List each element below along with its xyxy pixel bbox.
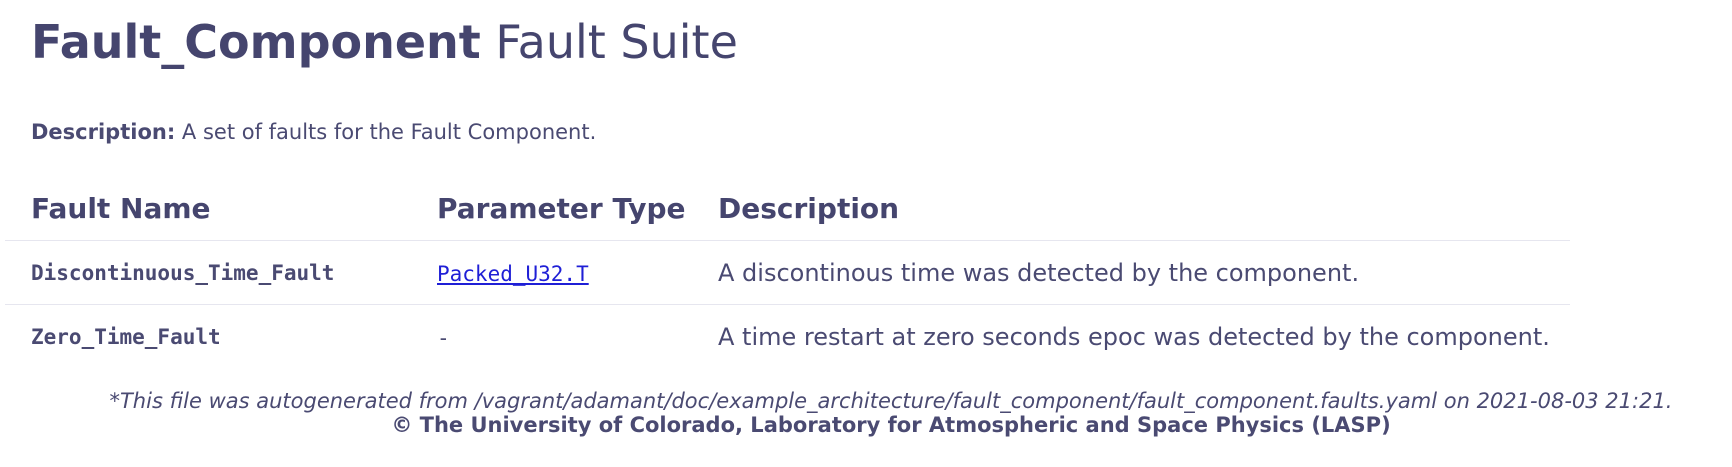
autogenerated-note: *This file was autogenerated from /vagra…	[109, 389, 1673, 413]
copyright-notice: © The University of Colorado, Laboratory…	[391, 413, 1391, 437]
column-header-description: Description	[692, 176, 1570, 241]
page-title-component: Fault_Component	[31, 15, 481, 69]
header-row: Fault Name Parameter Type Description	[5, 176, 1570, 241]
description-text: A set of faults for the Fault Component.	[181, 120, 597, 144]
column-header-parameter-type: Parameter Type	[411, 176, 692, 241]
page-title-suffix: Fault Suite	[495, 15, 738, 69]
faults-table-body: Discontinuous_Time_Fault Packed_U32.T A …	[5, 240, 1570, 369]
table-row: Discontinuous_Time_Fault Packed_U32.T A …	[5, 240, 1570, 305]
description-label: Description:	[31, 120, 176, 144]
fault-name-cell: Zero_Time_Fault	[31, 324, 221, 349]
suite-description: Description: A set of faults for the Fau…	[31, 118, 596, 146]
table-row: Zero_Time_Fault - A time restart at zero…	[5, 305, 1570, 369]
fault-name-cell: Discontinuous_Time_Fault	[5, 240, 411, 305]
fault-description-cell: A discontinous time was detected by the …	[692, 240, 1570, 305]
parameter-type-cell: Packed_U32.T	[411, 240, 692, 305]
faults-table: Fault Name Parameter Type Description Di…	[5, 176, 1570, 368]
page-title: Fault_Component Fault Suite	[31, 12, 738, 72]
parameter-type-cell: -	[411, 305, 692, 369]
fault-description-cell: A time restart at zero seconds epoc was …	[718, 322, 1550, 351]
faults-table-header: Fault Name Parameter Type Description	[5, 176, 1570, 241]
parameter-type-none: -	[437, 325, 450, 350]
column-header-fault-name: Fault Name	[5, 176, 411, 241]
parameter-type-link[interactable]: Packed_U32.T	[437, 261, 589, 286]
